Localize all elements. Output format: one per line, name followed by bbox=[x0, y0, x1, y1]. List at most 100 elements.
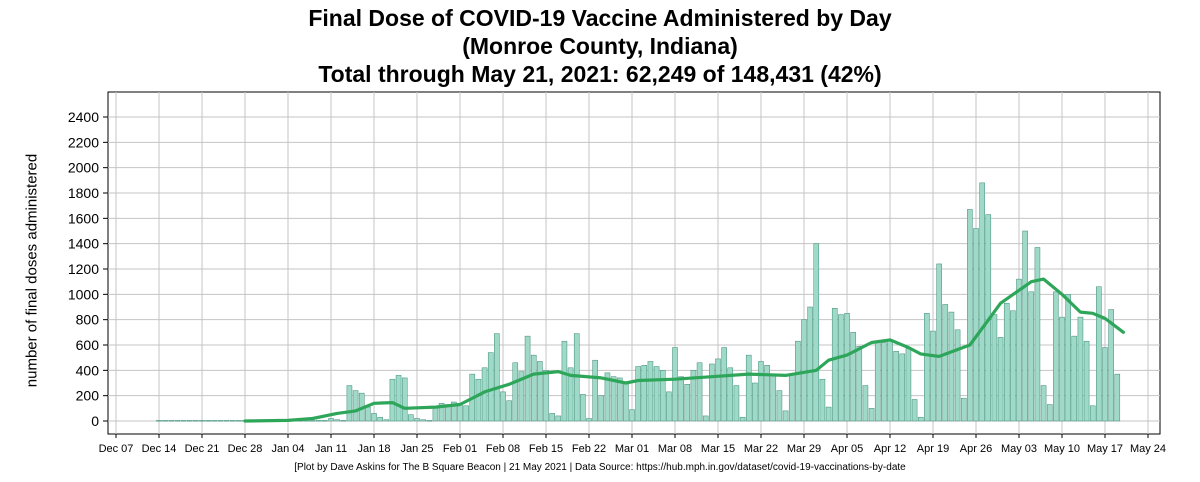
bar bbox=[580, 394, 586, 422]
chart-title-line-1: Final Dose of COVID-19 Vaccine Administe… bbox=[308, 5, 892, 31]
x-tick-label: Apr 12 bbox=[874, 443, 906, 455]
bar bbox=[776, 390, 783, 422]
bar bbox=[1059, 316, 1065, 422]
bar bbox=[948, 311, 955, 422]
x-tick-label: May 17 bbox=[1087, 443, 1123, 455]
x-tick-label: Jan 25 bbox=[400, 443, 433, 455]
bar bbox=[905, 348, 912, 422]
bar bbox=[825, 406, 832, 422]
bar bbox=[205, 420, 211, 422]
bar bbox=[1022, 230, 1028, 422]
bar bbox=[512, 362, 519, 422]
bar bbox=[346, 385, 353, 422]
bar bbox=[819, 378, 826, 422]
y-axis-label: number of final doses administered bbox=[23, 153, 41, 388]
x-tick-label: Mar 15 bbox=[701, 443, 735, 455]
bar bbox=[180, 420, 187, 422]
bar bbox=[641, 365, 648, 422]
bar bbox=[991, 314, 998, 422]
bar bbox=[420, 419, 426, 422]
x-tick-label: Dec 14 bbox=[142, 443, 177, 455]
bar bbox=[451, 401, 457, 422]
bar bbox=[1028, 291, 1035, 422]
bar bbox=[623, 382, 629, 422]
x-tick-label: May 03 bbox=[1001, 443, 1037, 455]
bar bbox=[494, 333, 500, 422]
bar bbox=[1065, 294, 1071, 422]
y-tick-label: 1000 bbox=[68, 286, 99, 302]
bar bbox=[690, 370, 697, 422]
bar bbox=[721, 347, 727, 422]
series-line-7-day-average bbox=[243, 277, 1126, 423]
bar bbox=[223, 420, 230, 422]
y-tick-label: 1800 bbox=[68, 185, 99, 201]
bar bbox=[334, 419, 340, 422]
bar bbox=[463, 405, 469, 422]
y-tick-label: 600 bbox=[76, 337, 100, 353]
bar bbox=[555, 415, 562, 422]
bar bbox=[537, 361, 543, 422]
bar bbox=[653, 366, 660, 422]
bar bbox=[1071, 335, 1078, 422]
bar bbox=[389, 378, 396, 422]
bar bbox=[365, 406, 371, 422]
bar bbox=[1114, 373, 1121, 422]
bar bbox=[862, 385, 869, 422]
bar bbox=[666, 391, 672, 422]
bar bbox=[1003, 302, 1010, 422]
bar bbox=[401, 377, 408, 422]
bar bbox=[967, 209, 973, 422]
bar bbox=[709, 363, 715, 422]
y-tick-label: 200 bbox=[76, 388, 100, 404]
y-tick-label: 400 bbox=[76, 362, 100, 378]
bar bbox=[530, 354, 537, 422]
bar bbox=[696, 362, 703, 422]
bar bbox=[217, 420, 224, 422]
bar bbox=[395, 375, 402, 422]
bar bbox=[610, 376, 617, 422]
bar bbox=[887, 340, 893, 422]
x-tick-label: Jan 18 bbox=[357, 443, 390, 455]
bar bbox=[647, 361, 654, 422]
bar bbox=[432, 406, 439, 422]
bar bbox=[874, 342, 881, 422]
bar bbox=[684, 384, 691, 422]
y-tick-label: 0 bbox=[91, 413, 99, 429]
bar bbox=[813, 243, 820, 422]
bar bbox=[979, 182, 985, 422]
bar bbox=[1046, 404, 1053, 422]
chart-title-line-3: Total through May 21, 2021: 62,249 of 14… bbox=[318, 61, 882, 87]
bar bbox=[1053, 291, 1059, 422]
x-tick-label: Apr 26 bbox=[960, 443, 992, 455]
bar bbox=[733, 385, 740, 422]
bar bbox=[629, 409, 635, 422]
bar bbox=[831, 308, 838, 422]
bar bbox=[801, 319, 807, 422]
bar bbox=[960, 397, 967, 422]
x-tick-label: May 10 bbox=[1044, 443, 1080, 455]
bar bbox=[236, 420, 242, 422]
bar bbox=[770, 373, 777, 422]
chart-title-line-2: (Monroe County, Indiana) bbox=[462, 33, 738, 59]
bar bbox=[377, 416, 383, 422]
bar bbox=[856, 346, 863, 422]
bar bbox=[850, 332, 856, 422]
bar bbox=[973, 228, 979, 422]
bar bbox=[1102, 347, 1108, 422]
bar bbox=[586, 418, 592, 422]
y-tick-label: 2000 bbox=[68, 160, 99, 176]
x-tick-label: Mar 22 bbox=[744, 443, 778, 455]
bar bbox=[917, 416, 924, 422]
bar bbox=[893, 351, 899, 422]
bar bbox=[1096, 286, 1102, 422]
x-tick-label: Mar 08 bbox=[658, 443, 692, 455]
bar bbox=[899, 353, 906, 422]
bar bbox=[1077, 316, 1084, 422]
bar bbox=[659, 370, 666, 422]
bar bbox=[911, 399, 918, 422]
bar bbox=[954, 329, 961, 422]
y-tick-label: 1200 bbox=[68, 261, 99, 277]
bar bbox=[414, 418, 420, 422]
bar bbox=[844, 313, 850, 422]
bar bbox=[543, 370, 549, 422]
